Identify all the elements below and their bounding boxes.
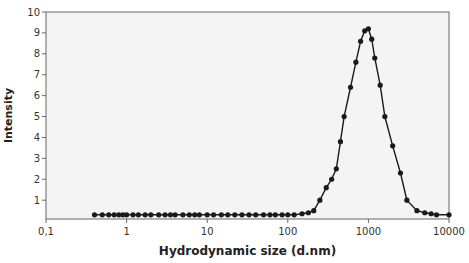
y-tick — [42, 158, 46, 159]
y-tick — [42, 12, 46, 13]
x-tick-label: 10 — [201, 226, 214, 237]
x-tick — [368, 219, 369, 223]
y-tick — [42, 74, 46, 75]
point — [434, 212, 439, 217]
point — [280, 212, 285, 217]
point — [173, 212, 178, 217]
plot-area — [46, 12, 449, 219]
line — [95, 29, 449, 215]
point — [329, 177, 334, 182]
point — [378, 83, 383, 88]
x-tick — [449, 219, 450, 223]
point — [446, 212, 451, 217]
y-axis-label: Intensity — [2, 88, 15, 143]
point — [348, 85, 353, 90]
point — [187, 212, 192, 217]
point — [299, 211, 304, 216]
point — [342, 114, 347, 119]
point — [382, 114, 387, 119]
x-tick — [46, 219, 47, 223]
y-tick — [42, 32, 46, 33]
x-tick-label: 100 — [278, 226, 297, 237]
point — [106, 212, 111, 217]
point — [306, 210, 311, 215]
point — [130, 212, 135, 217]
y-tick — [42, 137, 46, 138]
point — [317, 198, 322, 203]
point — [334, 166, 339, 171]
point — [148, 212, 153, 217]
point — [197, 212, 202, 217]
point — [225, 212, 230, 217]
y-tick — [42, 179, 46, 180]
point — [429, 211, 434, 216]
point — [261, 212, 266, 217]
x-tick — [287, 219, 288, 223]
point — [273, 212, 278, 217]
point — [211, 212, 216, 217]
y-tick-label: 8 — [34, 48, 40, 59]
point — [168, 212, 173, 217]
point — [92, 212, 97, 217]
point — [398, 170, 403, 175]
point — [162, 212, 167, 217]
point — [366, 26, 371, 31]
y-tick — [42, 116, 46, 117]
x-tick-label: 1000 — [356, 226, 381, 237]
y-tick — [42, 95, 46, 96]
x-tick — [207, 219, 208, 223]
point — [422, 210, 427, 215]
point — [324, 185, 329, 190]
point — [112, 212, 117, 217]
data-group — [92, 26, 452, 217]
y-tick-label: 7 — [34, 69, 40, 80]
x-tick-label: 0,1 — [38, 226, 54, 237]
point — [156, 212, 161, 217]
point — [353, 60, 358, 65]
point — [369, 37, 374, 42]
point — [292, 212, 297, 217]
point — [239, 212, 244, 217]
point — [180, 212, 185, 217]
point — [100, 212, 105, 217]
y-tick-label: 10 — [27, 7, 40, 18]
point — [246, 212, 251, 217]
point — [372, 55, 377, 60]
y-tick-label: 3 — [34, 153, 40, 164]
y-tick — [42, 53, 46, 54]
y-tick-label: 2 — [34, 174, 40, 185]
chart: 0,1 1 10 100 1000 10000 1 2 3 4 5 6 7 8 9 10 Hydrodynami… — [0, 0, 469, 263]
y-tick-label: 1 — [34, 195, 40, 206]
x-tick — [126, 219, 127, 223]
point — [143, 212, 148, 217]
point — [124, 212, 129, 217]
point — [338, 139, 343, 144]
y-tick — [42, 200, 46, 201]
y-tick-label: 6 — [34, 90, 40, 101]
x-axis-label: Hydrodynamic size (d.nm) — [159, 244, 336, 258]
point — [285, 212, 290, 217]
y-tick-label: 4 — [34, 132, 40, 143]
point — [219, 212, 224, 217]
y-tick-label: 5 — [34, 111, 40, 122]
point — [205, 212, 210, 217]
point — [232, 212, 237, 217]
point — [414, 208, 419, 213]
plot-frame — [46, 12, 449, 219]
x-tick-label: 10000 — [433, 226, 465, 237]
point — [267, 212, 272, 217]
point — [192, 212, 197, 217]
point — [253, 212, 258, 217]
point — [311, 208, 316, 213]
point — [136, 212, 141, 217]
point — [358, 39, 363, 44]
point — [404, 198, 409, 203]
point — [390, 143, 395, 148]
x-tick-label: 1 — [123, 226, 129, 237]
y-tick-label: 9 — [34, 27, 40, 38]
